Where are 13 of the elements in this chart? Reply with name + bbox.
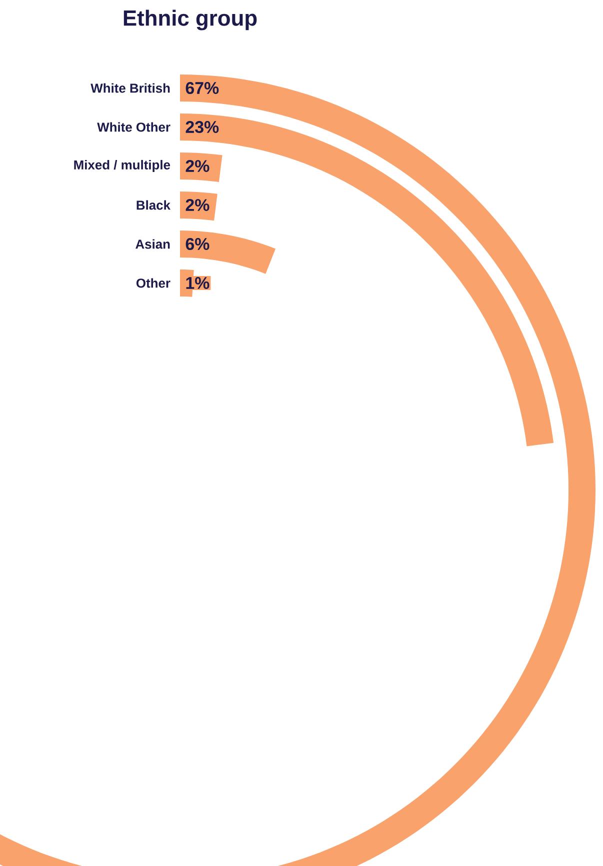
data-label: 2% — [186, 199, 210, 211]
data-label: 2% — [186, 160, 210, 172]
data-label: 1% — [186, 277, 210, 289]
text: Ethnic group — [124, 10, 257, 30]
data-label: 23% — [186, 120, 219, 134]
category-label: Black — [136, 200, 170, 210]
category-label: Other — [136, 278, 170, 288]
category-label: Asian — [136, 239, 170, 249]
data-label: 67% — [186, 82, 219, 94]
data-label: 6% — [186, 238, 210, 250]
category-label: White British — [90, 83, 170, 93]
category-label: White Other — [97, 122, 170, 132]
category-label: Mixed / multiple — [74, 160, 170, 172]
